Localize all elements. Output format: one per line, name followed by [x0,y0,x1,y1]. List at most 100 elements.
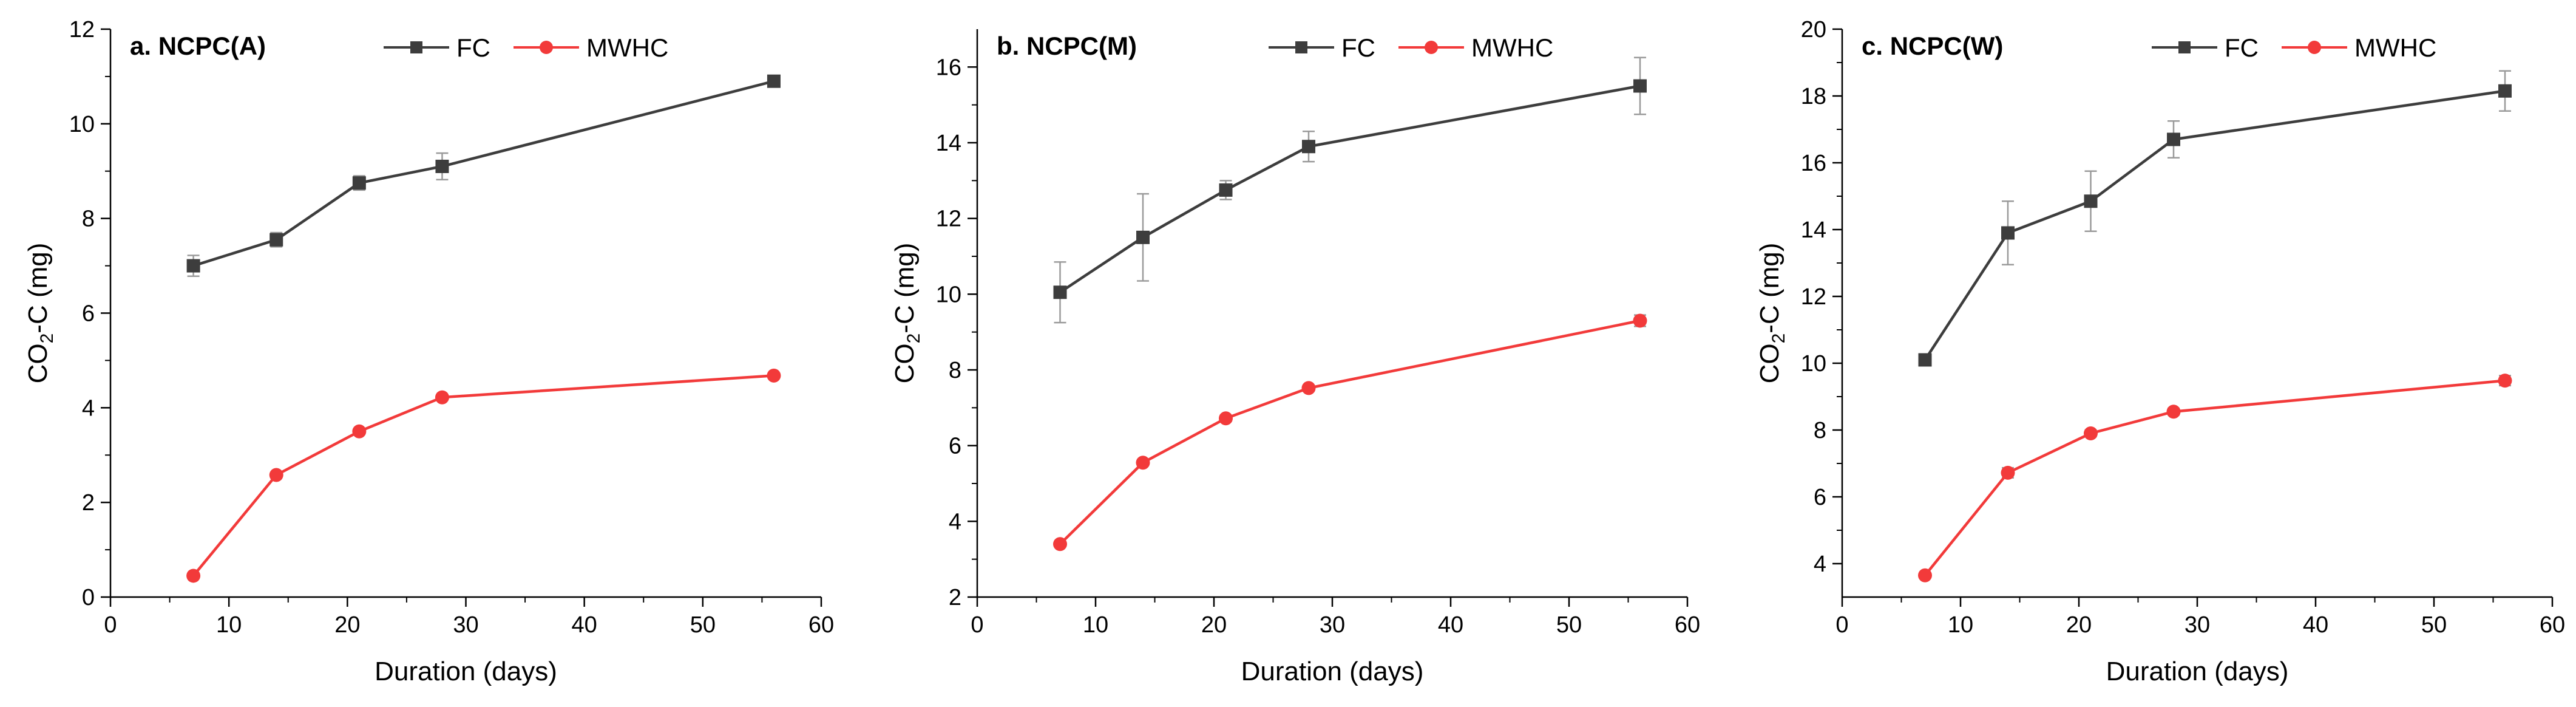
legend-label-mwhc: MWHC [2354,33,2436,62]
legend-marker-fc [1295,41,1307,53]
x-tick-label: 30 [453,612,478,638]
data-point-mwhc [1301,381,1316,395]
data-point-mwhc [767,368,781,383]
y-tick-label: 6 [1814,485,1826,510]
y-tick-label: 14 [1801,217,1826,243]
y-axis-label: CO2-C (mg) [890,243,924,384]
y-tick-label: 4 [949,509,961,535]
legend-label-fc: FC [2225,33,2259,62]
y-tick-label: 10 [936,282,961,307]
y-tick-label: 6 [82,301,95,327]
y-tick-label: 18 [1801,84,1826,109]
data-point-mwhc [2001,465,2015,480]
legend-label-fc: FC [456,33,490,62]
x-tick-label: 40 [572,612,597,638]
data-point-fc [1053,285,1067,299]
x-axis-label: Duration (days) [1241,657,1424,686]
legend-marker-mwhc [1425,41,1438,54]
data-point-fc [1633,79,1647,93]
panel-title: b. NCPC(M) [997,32,1137,60]
data-point-mwhc [435,390,449,405]
x-tick-label: 60 [1675,612,1700,638]
y-tick-label: 16 [1801,151,1826,176]
data-point-mwhc [1136,456,1150,470]
y-tick-label: 4 [1814,552,1826,577]
data-point-fc [1219,183,1233,197]
x-tick-label: 20 [1201,612,1227,638]
x-axis-label: Duration (days) [375,657,557,686]
data-point-mwhc [2084,426,2098,440]
legend-marker-mwhc [2308,41,2321,54]
legend-label-mwhc: MWHC [586,33,668,62]
data-point-fc [2084,194,2098,208]
chart-panel-b: 0 10 20 30 40 50 60 2 4 6 8 10 12 14 16 Duration (days)… [890,29,1700,686]
data-point-fc [767,74,781,88]
data-point-fc [269,233,283,247]
x-tick-label: 50 [2421,612,2447,638]
data-point-mwhc [1918,568,1932,582]
y-tick-label: 6 [949,434,961,459]
legend-label-mwhc: MWHC [1471,33,1553,62]
series-line-fc [1924,89,2506,361]
series-line-mwhc [1059,319,1641,545]
y-tick-label: 12 [1801,284,1826,310]
x-tick-label: 60 [2540,612,2565,638]
y-tick-label: 16 [936,55,961,80]
data-point-fc [1918,353,1932,367]
chart-panel-c: 0 10 20 30 40 50 60 4 6 8 10 12 14 16 18 20 Duration (da… [1755,17,2565,686]
data-point-mwhc [2166,405,2181,419]
y-tick-label: 8 [949,358,961,383]
data-point-mwhc [1633,313,1647,328]
x-tick-label: 0 [104,612,117,638]
legend-label-fc: FC [1341,33,1375,62]
x-tick-label: 30 [2185,612,2210,638]
panel-title: c. NCPC(W) [1862,32,2003,60]
x-tick-label: 10 [1948,612,1973,638]
x-tick-label: 50 [690,612,716,638]
data-point-fc [186,259,200,273]
x-tick-label: 40 [1438,612,1463,638]
x-tick-label: 40 [2303,612,2328,638]
data-point-fc [1136,230,1150,244]
data-point-fc [435,159,449,173]
x-tick-label: 0 [971,612,983,638]
y-tick-label: 10 [1801,351,1826,377]
data-point-mwhc [1219,411,1233,426]
y-axis-label: CO2-C (mg) [1755,243,1789,384]
data-point-fc [2498,84,2512,98]
y-tick-label: 12 [936,207,961,232]
legend-marker-mwhc [540,41,553,54]
x-tick-label: 60 [808,612,834,638]
y-tick-label: 0 [82,585,95,610]
x-tick-label: 20 [2066,612,2092,638]
data-point-fc [352,176,366,190]
series-line-fc [1059,84,1641,294]
y-tick-label: 20 [1801,17,1826,43]
y-tick-label: 14 [936,131,961,156]
data-point-mwhc [352,424,367,439]
x-axis-label: Duration (days) [2106,657,2289,686]
data-point-mwhc [269,468,283,482]
y-tick-label: 8 [82,207,95,232]
chart-panel-a: 0 10 20 30 40 50 60 0 2 4 6 8 10 12 Duration (days) CO2… [23,17,834,686]
data-point-fc [2167,132,2180,146]
legend-marker-fc [2178,41,2191,53]
panel-title: a. NCPC(A) [130,32,266,60]
x-tick-label: 0 [1835,612,1848,638]
y-axis-label: CO2-C (mg) [23,243,57,384]
x-tick-label: 10 [216,612,242,638]
data-point-mwhc [1053,537,1067,552]
y-tick-label: 4 [82,395,95,421]
x-tick-label: 30 [1320,612,1345,638]
y-tick-label: 2 [949,585,961,610]
y-tick-label: 2 [82,490,95,516]
legend-marker-fc [410,41,422,53]
y-tick-label: 10 [69,112,95,137]
y-tick-label: 8 [1814,418,1826,443]
y-tick-label: 12 [69,17,95,43]
data-point-fc [2001,226,2015,240]
data-point-mwhc [2498,374,2512,388]
x-tick-label: 50 [1556,612,1582,638]
x-tick-label: 10 [1083,612,1108,638]
